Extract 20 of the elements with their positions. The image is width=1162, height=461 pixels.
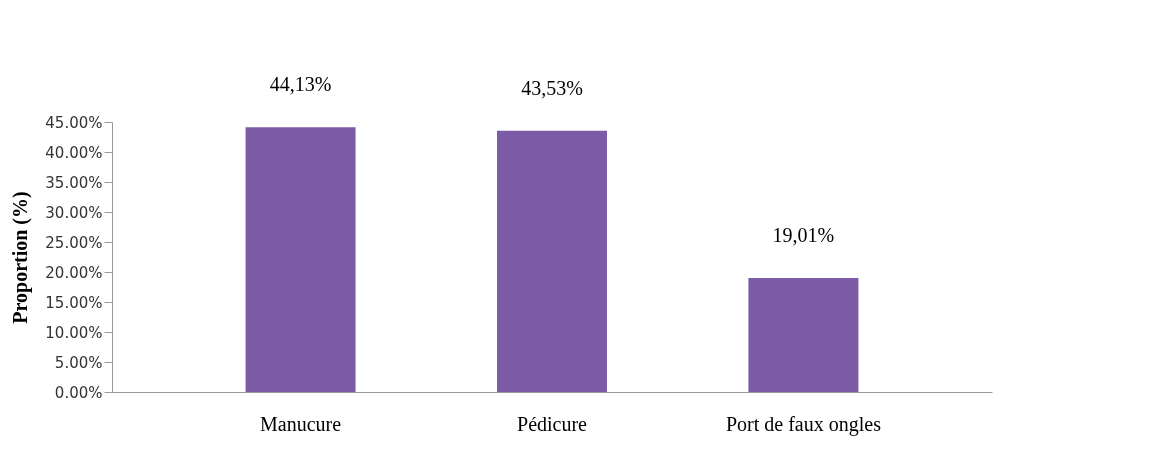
y-tick-label: 45.00%: [45, 113, 103, 132]
data-label: 19,01%: [772, 223, 835, 246]
x-tick-label: Port de faux ongles: [725, 412, 882, 436]
x-tick-label: Pédicure: [517, 412, 588, 435]
bar: [748, 277, 859, 392]
data-label: 44,13%: [269, 73, 332, 96]
y-tick-label: 20.00%: [45, 263, 103, 282]
y-tick-label: 40.00%: [45, 143, 103, 162]
y-tick-label: 10.00%: [45, 323, 103, 342]
bar: [497, 130, 607, 392]
y-tick-label: 5.00%: [54, 353, 103, 372]
x-tick-label: Manucure: [260, 412, 342, 435]
y-tick-label: 0.00%: [54, 383, 103, 402]
y-tick-label: 15.00%: [45, 293, 103, 312]
data-label: 43,53%: [521, 76, 583, 99]
y-tick-label: 25.00%: [45, 233, 103, 252]
y-tick-label: 30.00%: [45, 203, 103, 222]
y-axis-title: Proportion (%): [9, 191, 33, 324]
bar: [245, 127, 356, 392]
y-tick-label: 35.00%: [45, 173, 103, 192]
